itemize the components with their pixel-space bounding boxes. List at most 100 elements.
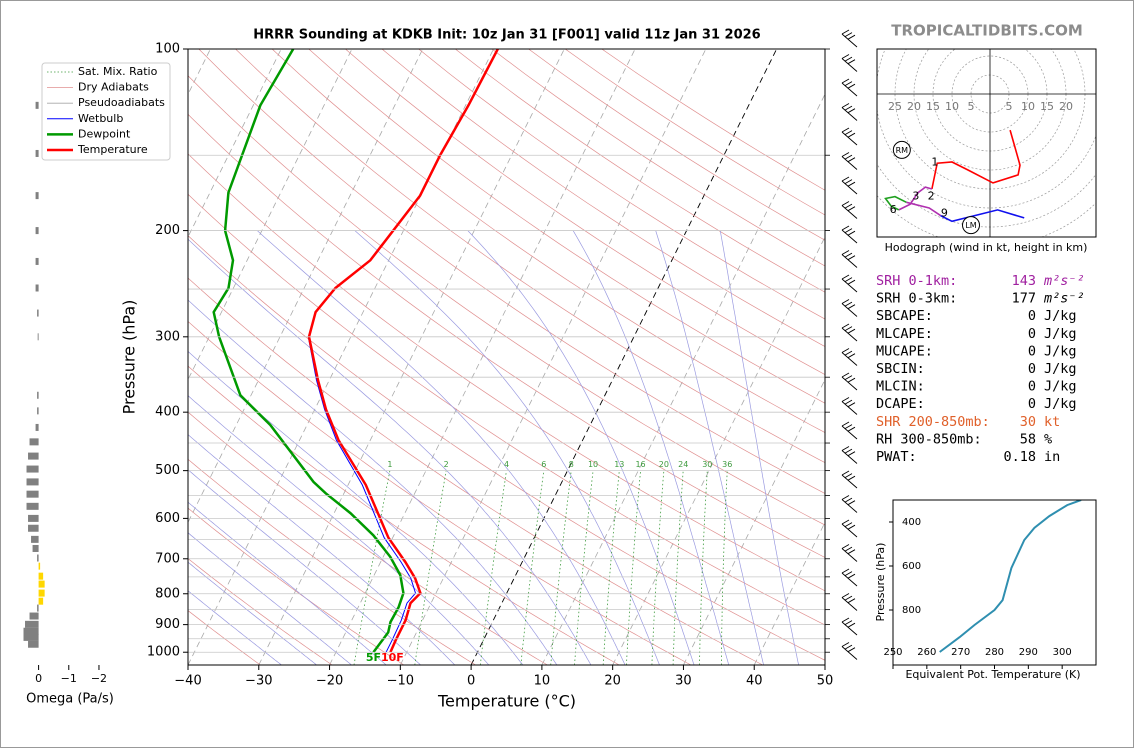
legend: Sat. Mix. Ratio Dry Adiabats Pseudoadiabat… (41, 62, 171, 161)
barb-tick (844, 399, 853, 405)
wind-barb (841, 29, 858, 48)
wind-barb (841, 176, 858, 195)
y-tick-label: 800 (155, 586, 180, 601)
barb-tick (847, 647, 856, 653)
barb-staff (841, 621, 858, 636)
barb-staff (841, 474, 858, 489)
stat-label: DCAPE: (876, 396, 925, 412)
legend-label: Sat. Mix. Ratio (78, 65, 158, 78)
wind-barb (841, 78, 858, 97)
omega-bar (26, 490, 39, 498)
barb-tick (841, 299, 850, 304)
omega-bar (26, 478, 39, 486)
omega-bar (38, 580, 45, 588)
wind-barb (841, 568, 858, 587)
barb-tick (844, 56, 853, 62)
ring-label: 5 (1006, 100, 1013, 113)
moist-adiabat (354, 230, 660, 665)
height-label: 9 (941, 207, 948, 220)
theta-e-line (939, 500, 1082, 653)
stat-value: 0 (1028, 379, 1036, 395)
mixing-ratio-label: 8 (569, 460, 574, 469)
barb-staff (841, 572, 858, 587)
y-tick-label: 300 (155, 329, 180, 344)
barb-tick (844, 154, 853, 160)
mixing-ratio-label: 30 (702, 460, 712, 469)
isotherm (683, 378, 825, 665)
barb-staff (841, 401, 858, 415)
stat-value: 0 (1028, 343, 1036, 359)
isotherm (188, 49, 353, 381)
wind-barb (841, 642, 858, 660)
barb-tick (841, 642, 850, 647)
mixing-ratio-label: 1 (387, 460, 392, 469)
isotherm (329, 49, 636, 665)
omega-bar (37, 604, 39, 612)
omega-bar (38, 562, 41, 570)
barb-tick (844, 105, 853, 111)
wind-barb (841, 544, 858, 562)
omega-axis-title: Omega (Pa/s) (26, 692, 114, 707)
barb-staff (841, 82, 858, 97)
background-lines: 1 2 4 6 8 10 13 16 20 24 30 36 (188, 49, 825, 665)
barb-tick (841, 593, 850, 598)
barb-tick (841, 446, 850, 451)
omega-bar (29, 438, 39, 446)
mixing-ratio-label: 13 (614, 460, 624, 469)
omega-bar (28, 452, 39, 460)
barb-staff (841, 205, 858, 219)
profile-wetbulb (307, 336, 417, 653)
barb-staff (841, 58, 858, 72)
omega-bar (38, 572, 44, 580)
stat-value: 0 (1028, 396, 1036, 412)
wind-barb (841, 397, 858, 415)
barb-staff (841, 278, 858, 293)
hodo-frame (876, 48, 1097, 238)
profile-dewpoint (212, 49, 405, 653)
moist-adiabat (655, 230, 765, 665)
barb-tick (847, 230, 856, 236)
stat-value: 0.18 (1003, 449, 1036, 465)
dry-adiabat (235, 49, 825, 464)
x-tick-label: −10 (387, 674, 414, 689)
wind-barb (841, 519, 858, 538)
barb-staff (841, 523, 858, 538)
stat-value: 143 (1012, 273, 1036, 289)
wind-barb (841, 446, 858, 464)
ring-label: 15 (1040, 100, 1054, 113)
barb-tick (844, 252, 853, 258)
legend-label: Dry Adiabats (78, 81, 149, 94)
omega-bar (35, 257, 39, 265)
x-tick-label: 20 (604, 674, 621, 689)
dry-adiabat (188, 277, 763, 665)
barb-tick (844, 448, 853, 454)
barb-tick (841, 54, 850, 59)
wind-barb (841, 54, 858, 72)
omega-bar (37, 554, 39, 562)
storm-motion-marker (892, 140, 911, 159)
mixing-ratio-line (353, 470, 391, 665)
height-label: 1 (931, 155, 938, 168)
wind-barb (841, 372, 858, 391)
barb-tick (847, 255, 856, 261)
barb-tick (847, 402, 856, 408)
barb-tick (841, 127, 850, 133)
barb-tick (844, 277, 853, 282)
theta-x-tick-label: 260 (917, 647, 936, 658)
dry-adiabat (198, 49, 825, 494)
isotherm (753, 521, 825, 665)
barb-tick (847, 206, 856, 212)
hodo-trace (931, 129, 1021, 190)
wind-barb (841, 225, 858, 244)
barb-tick (841, 470, 850, 476)
x-tick-label: 40 (746, 674, 763, 689)
stat-label: SBCAPE: (876, 308, 933, 324)
omega-bar (35, 423, 39, 431)
stat-unit: J/kg (1044, 379, 1077, 395)
wind-barb (841, 323, 858, 342)
barb-tick (847, 279, 856, 285)
dry-adiabat (188, 320, 692, 665)
stat-label: MLCAPE: (876, 326, 933, 342)
barb-staff (841, 303, 858, 317)
